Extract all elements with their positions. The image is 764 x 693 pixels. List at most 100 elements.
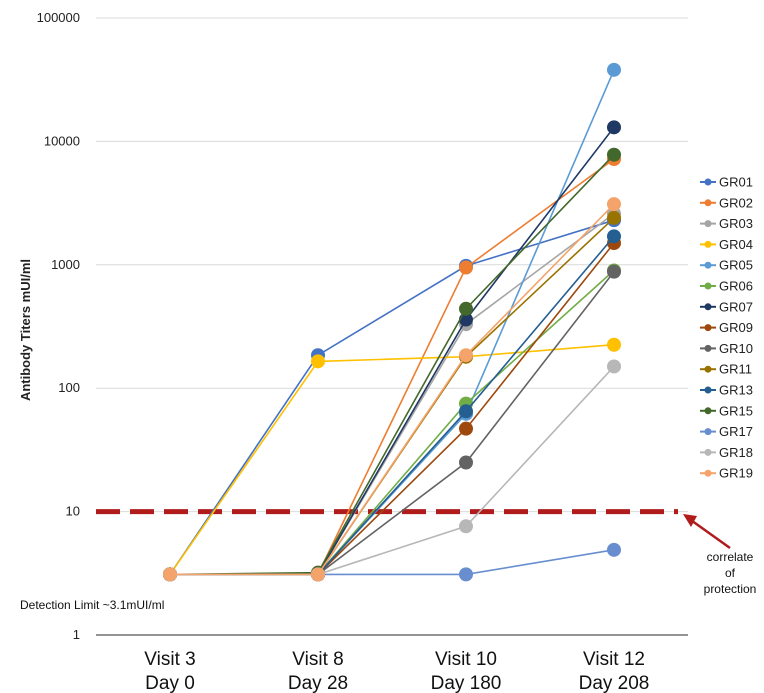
detection-limit-label: Detection Limit ~3.1mUI/ml — [20, 598, 164, 612]
legend-label: GR01 — [719, 175, 753, 190]
data-point — [459, 421, 473, 436]
series-gr17 — [163, 542, 621, 582]
legend-item: GR06 — [700, 279, 753, 294]
x-category-label: Day 180 — [431, 673, 502, 693]
data-point — [607, 264, 621, 279]
legend-item: GR03 — [700, 216, 753, 231]
legend-item: GR10 — [700, 341, 753, 356]
data-point — [607, 542, 621, 557]
series-line — [169, 343, 615, 575]
data-point — [607, 337, 621, 352]
series-line — [170, 271, 615, 576]
series-line — [169, 219, 615, 575]
series-lines — [163, 62, 621, 582]
y-tick-label: 1 — [73, 627, 80, 642]
x-axis-categories: Visit 3 Day 0 Visit 8 Day 28 Visit 10 Day 180… — [144, 649, 649, 693]
series-line — [170, 203, 615, 576]
legend-swatch-marker — [704, 282, 712, 290]
x-category-label: Day 208 — [579, 673, 650, 693]
legend-item: GR13 — [700, 383, 753, 398]
legend-label: GR15 — [719, 403, 753, 418]
correlate-label-line: correlate — [707, 550, 754, 564]
legend-label: GR02 — [719, 195, 753, 210]
legend-swatch-marker — [704, 303, 712, 311]
series-line — [170, 212, 615, 576]
legend-label: GR07 — [719, 299, 753, 314]
x-category-label: Day 0 — [145, 673, 195, 693]
legend-swatch-marker — [704, 365, 712, 373]
legend-swatch-marker — [704, 178, 712, 186]
legend-swatch-marker — [704, 261, 712, 269]
legend-swatch-marker — [704, 386, 712, 394]
data-point — [459, 260, 473, 275]
data-point — [459, 404, 473, 419]
data-point — [607, 210, 621, 225]
data-point — [459, 567, 473, 582]
legend-item: GR04 — [700, 237, 753, 252]
correlate-label-line: of — [725, 566, 736, 580]
legend-item: GR15 — [700, 403, 753, 418]
x-category-label: Visit 8 — [292, 649, 343, 670]
legend-item: GR01 — [700, 175, 753, 190]
legend: GR01 GR02 GR03 GR04 GR05 GR06 GR07 GR09 GR10 GR11… — [700, 175, 753, 481]
data-point — [607, 147, 621, 162]
legend-label: GR06 — [719, 279, 753, 294]
data-point — [459, 519, 473, 534]
x-category-label: Day 28 — [288, 673, 348, 693]
legend-label: GR18 — [719, 445, 753, 460]
legend-label: GR03 — [719, 216, 753, 231]
data-point — [311, 567, 325, 582]
y-tick-label: 100 — [58, 380, 80, 395]
correlate-label-line: protection — [704, 582, 757, 596]
series-line — [169, 154, 615, 576]
series-line — [170, 549, 615, 576]
legend-swatch-marker — [704, 344, 712, 352]
legend-swatch-marker — [704, 407, 712, 415]
legend-item: GR02 — [700, 195, 753, 210]
y-axis-ticks: 1 10 100 1000 10000 100000 — [37, 10, 80, 642]
legend-item: GR18 — [700, 445, 753, 460]
arrow-head — [683, 514, 697, 527]
series-gr02 — [163, 152, 621, 582]
legend-label: GR19 — [719, 466, 753, 481]
legend-swatch-marker — [704, 448, 712, 456]
legend-label: GR10 — [719, 341, 753, 356]
legend-label: GR04 — [719, 237, 753, 252]
series-line — [170, 365, 615, 576]
data-point — [607, 197, 621, 212]
data-point — [311, 354, 325, 369]
data-point — [163, 567, 177, 582]
data-point — [459, 348, 473, 363]
data-point — [607, 229, 621, 244]
annotations: Detection Limit ~3.1mUI/ml correlate of pr… — [20, 514, 756, 612]
y-tick-label: 10 — [66, 504, 80, 519]
legend-item: GR07 — [700, 299, 753, 314]
data-point — [459, 301, 473, 316]
data-point — [607, 359, 621, 374]
legend-label: GR17 — [719, 424, 753, 439]
legend-label: GR13 — [719, 383, 753, 398]
legend-item: GR17 — [700, 424, 753, 439]
legend-swatch-marker — [704, 428, 712, 436]
series-line — [170, 235, 615, 576]
legend-swatch-marker — [704, 324, 712, 332]
series-gr09 — [163, 236, 621, 582]
y-tick-label: 100000 — [37, 10, 80, 25]
series-gr13 — [163, 229, 621, 582]
y-axis-label: Antibody Titers mUI/ml — [18, 259, 33, 401]
data-point — [459, 455, 473, 470]
legend-item: GR05 — [700, 258, 753, 273]
x-category-label: Visit 12 — [583, 649, 645, 670]
x-category-label: Visit 3 — [144, 649, 195, 670]
legend-swatch-marker — [704, 199, 712, 207]
y-tick-label: 10000 — [44, 133, 80, 148]
series-line — [170, 242, 615, 576]
y-tick-label: 1000 — [51, 257, 80, 272]
legend-swatch-marker — [704, 469, 712, 477]
series-line — [170, 69, 615, 576]
arrow-shaft — [687, 516, 731, 550]
legend-item: GR11 — [700, 362, 752, 377]
legend-item: GR09 — [700, 320, 753, 335]
legend-label: GR09 — [719, 320, 753, 335]
